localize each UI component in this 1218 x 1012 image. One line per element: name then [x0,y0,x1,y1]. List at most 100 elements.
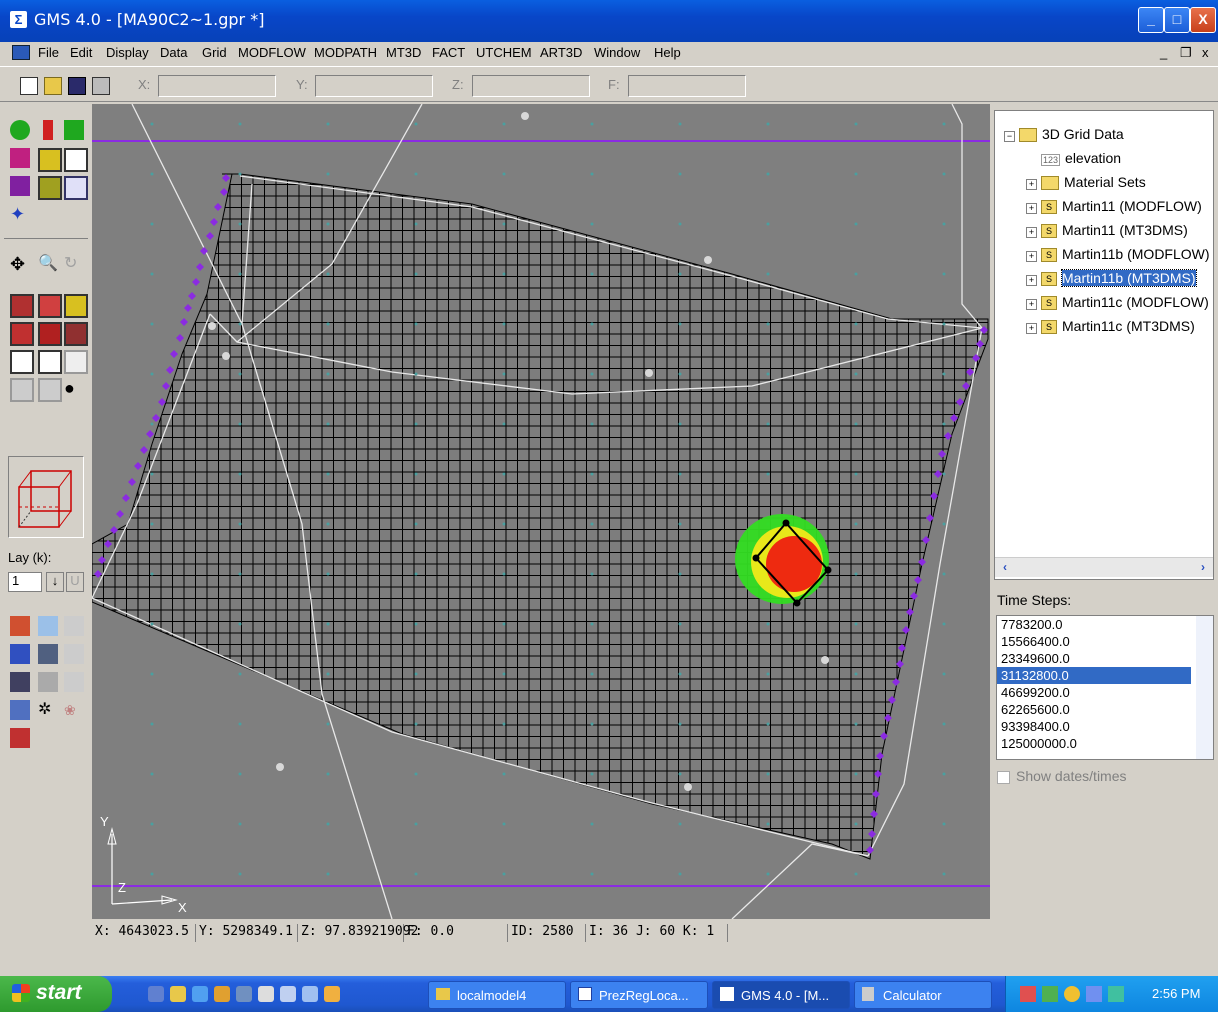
view-slice-icon[interactable] [64,350,88,374]
expand-solution[interactable]: + [1026,203,1037,214]
tray-volume-icon[interactable] [1086,986,1102,1002]
view-frame-icon[interactable] [10,350,34,374]
rotate-icon[interactable]: ↻ [64,255,78,272]
quicklaunch-tool-icon[interactable] [324,986,340,1002]
task-localmodel4[interactable]: localmodel4 [428,981,566,1009]
module-grid3d-icon[interactable] [38,176,62,200]
menu-modpath[interactable]: MODPATH [314,45,378,60]
tool-histogram-icon[interactable] [10,728,30,748]
time-steps-list[interactable]: 7783200.0 15566400.0 23349600.0 31132800.0 4… [996,615,1214,760]
print-icon[interactable] [92,77,110,95]
quicklaunch-browser-icon[interactable] [192,986,208,1002]
start-button[interactable]: start [0,976,112,1012]
document-icon[interactable] [12,45,30,60]
z-coord-field[interactable] [472,75,590,97]
grid-scene[interactable] [92,104,990,919]
tool-select-vertex-icon[interactable] [10,644,30,664]
time-step-item[interactable]: 15566400.0 [1001,634,1070,649]
y-coord-field[interactable] [315,75,433,97]
tool-add-col-icon[interactable] [64,644,84,664]
tree-item-elevation[interactable]: 123 elevation [1041,150,1121,166]
tool-create-grid-icon[interactable] [10,672,30,692]
tool-shrink-icon[interactable]: ✲ [38,701,52,718]
minimize-button[interactable]: _ [1138,7,1164,33]
expand-solution[interactable]: + [1026,251,1037,262]
tool-merge-icon[interactable] [64,672,84,692]
tool-select-k-icon[interactable] [64,616,84,636]
time-step-item[interactable]: 31132800.0 [997,667,1191,684]
close-button[interactable]: X [1190,7,1216,33]
quicklaunch-calculator-icon[interactable] [258,986,274,1002]
scroll-right-arrow-icon[interactable]: › [1201,560,1205,574]
zoom-icon[interactable]: 🔍 [38,255,58,272]
menu-window[interactable]: Window [594,45,641,60]
maximize-button[interactable]: □ [1164,7,1190,33]
quicklaunch-folder-icon[interactable] [170,986,186,1002]
checkbox-box[interactable] [997,770,1010,784]
tree-root-3d-grid-data[interactable]: 3D Grid Data [1019,126,1124,143]
tray-security-icon[interactable] [1042,986,1058,1002]
expand-solution[interactable]: + [1026,299,1037,310]
tool-select-cell-icon[interactable] [10,616,30,636]
doc-minimize-button[interactable]: _ [1160,45,1168,60]
expand-solution[interactable]: + [1026,227,1037,238]
module-map-icon[interactable]: ✦ [10,204,26,224]
task-gms[interactable]: GMS 4.0 - [M... [712,981,850,1009]
layer-up-button[interactable]: U [66,572,84,592]
quicklaunch-media-icon[interactable] [214,986,230,1002]
view-previous-icon[interactable] [38,322,62,346]
module-scatter3d-icon[interactable] [64,176,88,200]
x-coord-field[interactable] [158,75,276,97]
gms-app-icon[interactable]: Σ [10,11,27,28]
time-step-item[interactable]: 93398400.0 [1001,719,1070,734]
tool-edit-grid-icon[interactable] [38,672,58,692]
show-dates-checkbox[interactable]: Show dates/times [997,768,1127,784]
view-iso-icon[interactable] [38,378,62,402]
expand-solution[interactable]: + [1026,323,1037,334]
save-icon[interactable] [68,77,86,95]
quicklaunch-ie-icon[interactable] [148,986,164,1002]
time-steps-scrollbar[interactable] [1196,616,1213,759]
module-borehole-icon[interactable] [43,120,53,140]
tree-item-solution[interactable]: S Martin11 (MT3DMS) [1041,222,1188,239]
menu-art3d[interactable]: ART3D [540,45,583,60]
tool-select-ij-icon[interactable] [38,616,58,636]
module-tin-icon[interactable] [10,120,30,140]
view-side-icon[interactable] [64,294,88,318]
task-calculator[interactable]: Calculator [854,981,992,1009]
tray-network-icon[interactable] [1020,986,1036,1002]
menu-utchem[interactable]: UTCHEM [476,45,532,60]
module-mesh2d-icon[interactable] [10,148,30,168]
module-grid2d-icon[interactable] [38,148,62,172]
view-layer-icon[interactable] [38,350,62,374]
layer-input[interactable]: 1 [8,572,42,592]
menu-edit[interactable]: Edit [70,45,93,60]
menu-display[interactable]: Display [106,45,149,60]
menu-fact[interactable]: FACT [432,45,466,60]
quicklaunch-document-icon[interactable] [302,986,318,1002]
new-file-icon[interactable] [20,77,38,95]
module-solid-icon[interactable] [64,120,84,140]
layer-down-button[interactable]: ↓ [46,572,64,592]
graphics-viewport[interactable]: Y X Z [92,104,990,919]
tree-item-solution[interactable]: S Martin11b (MT3DMS) [1041,269,1197,287]
collapse-3d-grid-data[interactable]: − [1004,131,1015,142]
module-scatter2d-icon[interactable] [64,148,88,172]
menu-modflow[interactable]: MODFLOW [238,45,306,60]
f-value-field[interactable] [628,75,746,97]
menu-mt3d[interactable]: MT3D [386,45,422,60]
view-refresh-icon[interactable] [64,322,88,346]
quicklaunch-explorer-icon[interactable] [236,986,252,1002]
tree-item-solution[interactable]: S Martin11b (MODFLOW) [1041,246,1210,263]
menu-file[interactable]: File [38,45,59,60]
pan-icon[interactable]: ✥ [10,254,26,274]
tool-add-row-icon[interactable] [38,644,58,664]
time-step-item[interactable]: 23349600.0 [1001,651,1070,666]
scroll-left-arrow-icon[interactable]: ‹ [1003,560,1007,574]
view-top-icon[interactable] [10,294,34,318]
tree-horizontal-scrollbar[interactable]: ‹ › [995,557,1213,577]
open-folder-icon[interactable] [44,77,62,95]
view-cross-section-icon[interactable] [10,378,34,402]
time-step-item[interactable]: 125000000.0 [1001,736,1077,751]
tree-item-material-sets[interactable]: Material Sets [1041,174,1146,191]
